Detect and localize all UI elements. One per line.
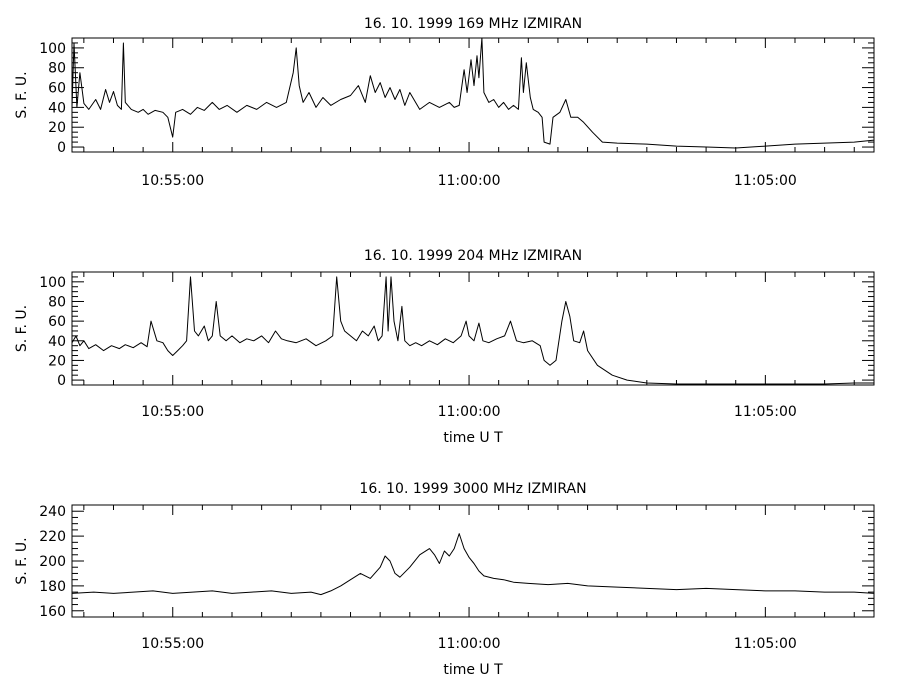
- panel-3-plot-frame: [71, 504, 875, 618]
- panel-2-y-tick-label: 40: [48, 334, 66, 350]
- panel-3-x-tick-label: 11:05:00: [734, 636, 797, 652]
- panel-2-y-tick-label: 0: [57, 373, 66, 389]
- panel-2-y-axis-label: S. F. U.: [14, 305, 30, 352]
- panel-1-y-tick-label: 100: [39, 41, 66, 57]
- panel-2-flux-line: [71, 276, 875, 385]
- panel-1-plot-frame: [71, 37, 875, 153]
- panel-1-x-tick-label: 10:55:00: [141, 173, 204, 189]
- panel-3-x-tick-label: 10:55:00: [141, 636, 204, 652]
- panel-2-y-tick-label: 60: [48, 314, 66, 330]
- panel-1-y-tick-label: 60: [48, 81, 66, 97]
- panel-3-y-tick-label: 200: [39, 554, 66, 570]
- panel-3-flux-line: [71, 533, 875, 596]
- panel-1-y-tick-label: 0: [57, 140, 66, 156]
- panel-2-y-tick-label: 20: [48, 353, 66, 369]
- panel-1-x-tick-label: 11:05:00: [734, 173, 797, 189]
- panel-3-title: 16. 10. 1999 3000 MHz IZMIRAN: [359, 481, 586, 497]
- panel-3-y-tick-label: 220: [39, 529, 66, 545]
- panel-2-x-tick-label: 10:55:00: [141, 404, 204, 420]
- panel-2-y-tick-label: 100: [39, 275, 66, 291]
- panel-1-y-axis-label: S. F. U.: [14, 71, 30, 118]
- panel-2-y-tick-label: 80: [48, 294, 66, 310]
- panel-2-plot-frame: [71, 271, 875, 386]
- panel-2-x-tick-label: 11:05:00: [734, 404, 797, 420]
- panel-1-flux-line: [71, 37, 875, 149]
- panel-3-y-tick-label: 180: [39, 579, 66, 595]
- panel-3-x-tick-label: 11:00:00: [438, 636, 501, 652]
- panel-3-y-axis-label: S. F. U.: [14, 537, 30, 584]
- panel-1-y-tick-label: 80: [48, 61, 66, 77]
- panel-1-y-tick-label: 20: [48, 120, 66, 136]
- panel-3-x-axis-label: time U T: [443, 662, 503, 678]
- panel-1-y-tick-label: 40: [48, 100, 66, 116]
- panel-2-x-tick-label: 11:00:00: [438, 404, 501, 420]
- panel-3-y-tick-label: 240: [39, 504, 66, 520]
- panel-2-title: 16. 10. 1999 204 MHz IZMIRAN: [364, 248, 582, 264]
- panel-2-x-axis-label: time U T: [443, 430, 503, 446]
- panel-3-y-tick-label: 160: [39, 604, 66, 620]
- panel-1-x-tick-label: 11:00:00: [438, 173, 501, 189]
- panel-1-title: 16. 10. 1999 169 MHz IZMIRAN: [364, 16, 582, 32]
